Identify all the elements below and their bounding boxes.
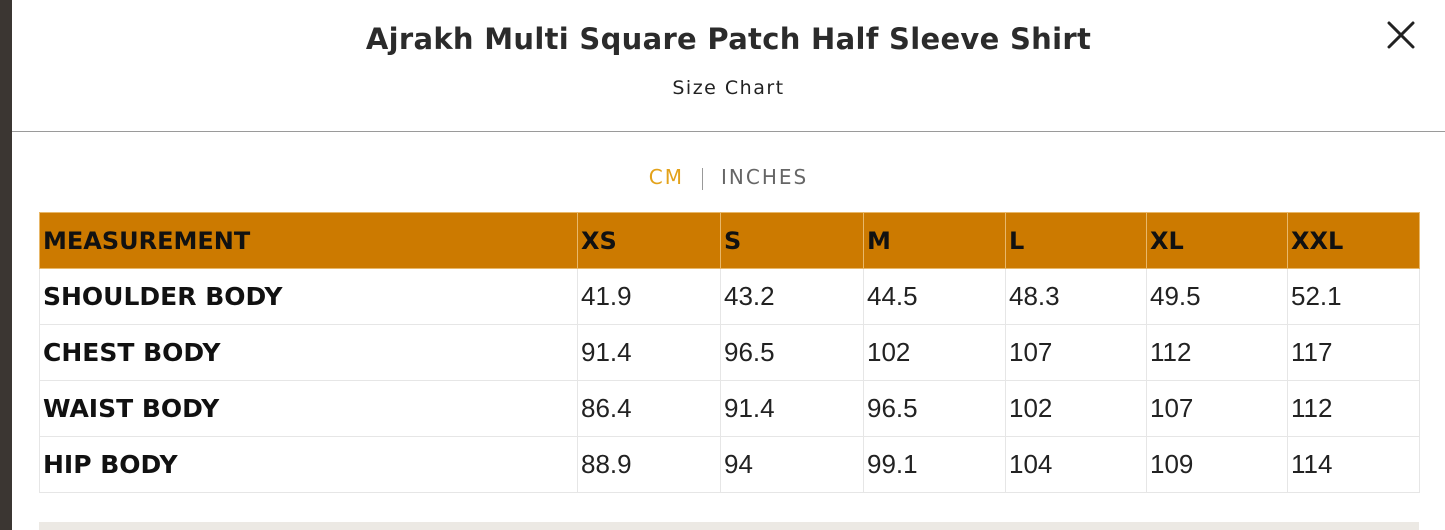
row-label: HIP BODY (39, 436, 578, 493)
cell: 91.4 (577, 324, 721, 381)
cell: 96.5 (863, 380, 1006, 437)
cell: 49.5 (1146, 268, 1288, 325)
cell: 107 (1146, 380, 1288, 437)
row-label: WAIST BODY (39, 380, 578, 437)
column-header: XS (577, 212, 721, 269)
cell: 94 (720, 436, 864, 493)
subtitle: Size Chart (672, 77, 785, 99)
cell: 88.9 (577, 436, 721, 493)
cell: 44.5 (863, 268, 1006, 325)
cell: 91.4 (720, 380, 864, 437)
cell: 96.5 (720, 324, 864, 381)
column-header: XL (1146, 212, 1288, 269)
row-label: CHEST BODY (39, 324, 578, 381)
unit-option[interactable]: INCHES (721, 165, 809, 189)
cell: 114 (1287, 436, 1420, 493)
cell: 48.3 (1005, 268, 1147, 325)
cell: 99.1 (863, 436, 1006, 493)
cell: 102 (1005, 380, 1147, 437)
cell: 43.2 (720, 268, 864, 325)
cell: 52.1 (1287, 268, 1420, 325)
column-header: S (720, 212, 864, 269)
unit-toggle: CM INCHES (12, 165, 1445, 190)
cell: 109 (1146, 436, 1288, 493)
table-row: WAIST BODY 86.4 91.4 96.5 102 107 112 (39, 380, 1420, 437)
cell: 107 (1005, 324, 1147, 381)
table-row: HIP BODY 88.9 94 99.1 104 109 114 (39, 436, 1420, 493)
close-button[interactable] (1386, 20, 1416, 50)
column-header: MEASUREMENT (39, 212, 578, 269)
separator (702, 167, 704, 190)
size-table: MEASUREMENT XS S M L XL XXL SHOULDER BODY 41.9 43… (39, 212, 1420, 493)
cell: 41.9 (577, 268, 721, 325)
cell: 102 (863, 324, 1006, 381)
cell: 86.4 (577, 380, 721, 437)
cell: 117 (1287, 324, 1420, 381)
row-label: SHOULDER BODY (39, 268, 578, 325)
title: Ajrakh Multi Square Patch Half Sleeve Sh… (365, 22, 1092, 56)
column-header: L (1005, 212, 1147, 269)
header-row: MEASUREMENT XS S M L XL XXL (39, 212, 1420, 269)
table-row: CHEST BODY 91.4 96.5 102 107 112 117 (39, 324, 1420, 381)
cell: 104 (1005, 436, 1147, 493)
divider (12, 131, 1445, 132)
unit-option[interactable]: CM (648, 165, 685, 189)
column-header: M (863, 212, 1006, 269)
footer-strip (39, 522, 1419, 530)
column-header: XXL (1287, 212, 1420, 269)
cell: 112 (1287, 380, 1420, 437)
cell: 112 (1146, 324, 1288, 381)
backdrop (0, 0, 12, 530)
size-chart-modal: Ajrakh Multi Square Patch Half Sleeve Sh… (12, 0, 1445, 530)
table-row: SHOULDER BODY 41.9 43.2 44.5 48.3 49.5 52.1 (39, 268, 1420, 325)
